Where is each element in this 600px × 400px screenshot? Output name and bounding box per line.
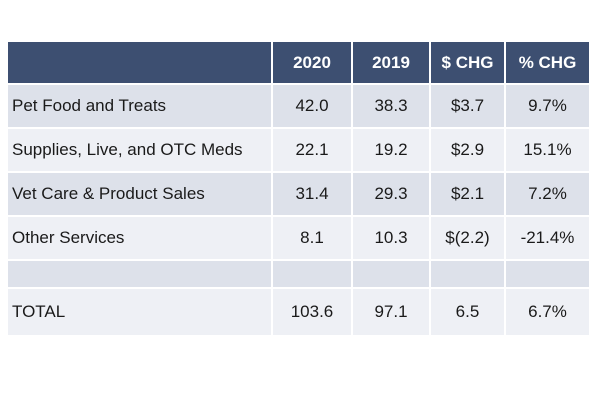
cell-dollar-change: 6.5 [429,287,505,335]
cell-dollar-change: $3.7 [429,83,505,128]
row-label: TOTAL [8,287,272,335]
table-row: Pet Food and Treats 42.0 38.3 $3.7 9.7% [8,83,589,128]
row-label: Other Services [8,215,272,260]
cell-dollar-change: $(2.2) [429,215,505,260]
cell-2020: 8.1 [271,215,352,260]
cell-percent-change: 7.2% [504,171,589,216]
table-row: Supplies, Live, and OTC Meds 22.1 19.2 $… [8,127,589,172]
table-row-spacer [8,259,589,288]
cell-2019: 38.3 [351,83,430,128]
cell-2019: 29.3 [351,171,430,216]
cell-2020: 103.6 [271,287,352,335]
cell-2019 [351,259,430,288]
cell-percent-change: 6.7% [504,287,589,335]
table-row-total: TOTAL 103.6 97.1 6.5 6.7% [8,287,589,335]
header-cell-2019: 2019 [351,42,430,84]
cell-percent-change: -21.4% [504,215,589,260]
row-label [8,259,272,288]
cell-dollar-change: $2.1 [429,171,505,216]
header-row: 2020 2019 $ CHG % CHG [8,42,589,84]
table-row: Vet Care & Product Sales 31.4 29.3 $2.1 … [8,171,589,216]
row-label: Vet Care & Product Sales [8,171,272,216]
cell-percent-change: 9.7% [504,83,589,128]
cell-2019: 97.1 [351,287,430,335]
cell-2019: 19.2 [351,127,430,172]
header-cell-label [8,42,272,84]
header-cell-percent-change: % CHG [504,42,589,84]
header-cell-dollar-change: $ CHG [429,42,505,84]
cell-dollar-change: $2.9 [429,127,505,172]
cell-percent-change [504,259,589,288]
cell-2019: 10.3 [351,215,430,260]
header-cell-2020: 2020 [271,42,352,84]
cell-dollar-change [429,259,505,288]
table-row: Other Services 8.1 10.3 $(2.2) -21.4% [8,215,589,260]
row-label: Supplies, Live, and OTC Meds [8,127,272,172]
cell-percent-change: 15.1% [504,127,589,172]
row-label: Pet Food and Treats [8,83,272,128]
sales-table-container: 2020 2019 $ CHG % CHG Pet Food and Treat… [8,42,589,335]
sales-table: 2020 2019 $ CHG % CHG Pet Food and Treat… [8,42,589,335]
cell-2020: 31.4 [271,171,352,216]
cell-2020 [271,259,352,288]
cell-2020: 42.0 [271,83,352,128]
cell-2020: 22.1 [271,127,352,172]
